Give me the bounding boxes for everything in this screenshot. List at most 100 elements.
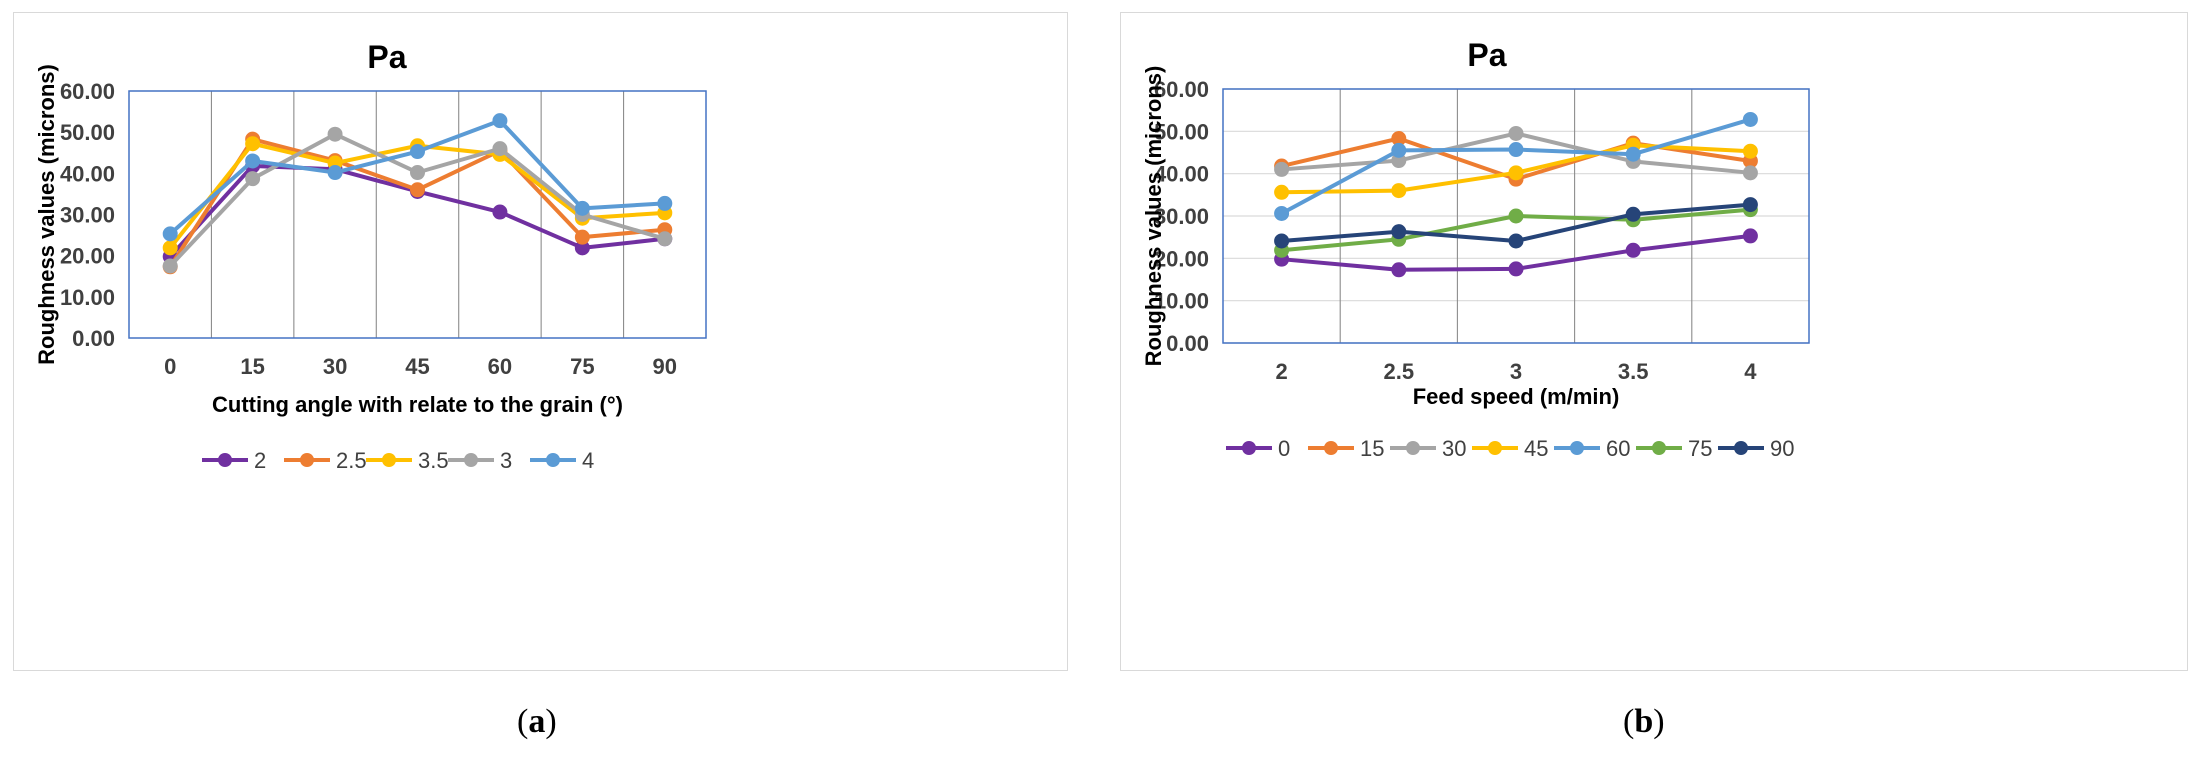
data-point bbox=[1391, 262, 1407, 278]
legend-marker bbox=[464, 453, 478, 467]
y-tick-label: 30.00 bbox=[1154, 204, 1209, 229]
y-axis-label: Roughness values (microns) bbox=[1141, 66, 1166, 367]
data-point bbox=[1274, 233, 1290, 249]
y-axis-label: Roughness values (microns) bbox=[34, 64, 59, 365]
y-tick-label: 50.00 bbox=[60, 120, 115, 145]
chart-panel-b: 0.00 10.00 20.00 30.00 40.00 50.00 60.00 2 2.5 3 3… bbox=[1120, 12, 2188, 671]
x-tick-label: 3.5 bbox=[1618, 359, 1649, 384]
legend-marker bbox=[1488, 441, 1502, 455]
x-tick-label: 75 bbox=[570, 354, 594, 379]
legend-label: 3 bbox=[500, 448, 512, 473]
legend-label: 0 bbox=[1278, 436, 1290, 461]
x-tick-label: 30 bbox=[323, 354, 347, 379]
x-tick-label: 2 bbox=[1275, 359, 1287, 384]
y-tick-label: 30.00 bbox=[60, 203, 115, 228]
y-tick-label: 50.00 bbox=[1154, 119, 1209, 144]
data-point bbox=[492, 141, 508, 157]
data-point bbox=[657, 195, 673, 211]
y-tick-label: 40.00 bbox=[1154, 162, 1209, 187]
y-tick-label: 20.00 bbox=[1154, 246, 1209, 271]
x-tick-label: 2.5 bbox=[1384, 359, 1415, 384]
data-point bbox=[162, 240, 178, 256]
legend-marker bbox=[1242, 441, 1256, 455]
data-point bbox=[245, 136, 261, 152]
data-point bbox=[1742, 111, 1758, 127]
data-point bbox=[410, 182, 425, 198]
legend-marker bbox=[1734, 441, 1748, 455]
x-tick-label: 0 bbox=[164, 354, 176, 379]
chart-title: Pa bbox=[367, 39, 406, 75]
data-point bbox=[1625, 146, 1641, 162]
panel-label-b: (b) bbox=[1623, 703, 1665, 740]
legend-label: 15 bbox=[1360, 436, 1384, 461]
data-point bbox=[1274, 205, 1290, 221]
data-point bbox=[1508, 261, 1524, 277]
data-point bbox=[1508, 165, 1524, 181]
x-tick-label: 4 bbox=[1744, 359, 1757, 384]
data-point bbox=[492, 113, 508, 129]
data-point bbox=[1742, 197, 1758, 213]
data-point bbox=[327, 126, 343, 142]
plot-area-border bbox=[1222, 88, 1810, 344]
chart-panel-a: 0.00 10.00 20.00 30.00 40.00 50.00 60.00 0 15 30 4… bbox=[13, 12, 1068, 671]
legend-label: 2 bbox=[254, 448, 266, 473]
data-point bbox=[1274, 161, 1290, 177]
legend-marker bbox=[300, 453, 314, 467]
data-point bbox=[162, 226, 178, 242]
x-tick-label: 3 bbox=[1510, 359, 1522, 384]
data-point bbox=[1742, 228, 1758, 244]
data-point bbox=[410, 165, 425, 181]
y-tick-label: 0.00 bbox=[72, 326, 115, 351]
data-point bbox=[492, 204, 508, 220]
data-point bbox=[1625, 242, 1641, 258]
legend-label: 60 bbox=[1606, 436, 1630, 461]
legend-label: 45 bbox=[1524, 436, 1548, 461]
data-point bbox=[1742, 165, 1758, 181]
data-point bbox=[245, 153, 261, 169]
data-point bbox=[1508, 233, 1524, 249]
data-point bbox=[657, 231, 673, 247]
data-point bbox=[245, 171, 261, 187]
data-point bbox=[1391, 224, 1407, 240]
legend-label: 3.5 bbox=[418, 448, 449, 473]
x-tick-label: 15 bbox=[240, 354, 264, 379]
line-chart-a: 0.00 10.00 20.00 30.00 40.00 50.00 60.00 0 15 30 4… bbox=[34, 39, 707, 473]
x-axis-label: Feed speed (m/min) bbox=[1413, 384, 1620, 409]
data-point bbox=[1742, 143, 1758, 159]
legend-label: 2.5 bbox=[336, 448, 367, 473]
legend-marker bbox=[1570, 441, 1584, 455]
plot-area-border bbox=[128, 90, 707, 339]
y-tick-label: 10.00 bbox=[60, 285, 115, 310]
y-tick-label: 10.00 bbox=[1154, 289, 1209, 314]
data-point bbox=[1391, 183, 1407, 199]
data-point bbox=[327, 165, 343, 181]
legend-label: 30 bbox=[1442, 436, 1466, 461]
panel-label-a: (a) bbox=[517, 703, 557, 740]
y-tick-label: 60.00 bbox=[60, 79, 115, 104]
data-point bbox=[1391, 142, 1407, 158]
x-tick-label: 90 bbox=[653, 354, 677, 379]
x-tick-label: 60 bbox=[488, 354, 512, 379]
data-point bbox=[1625, 206, 1641, 222]
chart-title: Pa bbox=[1467, 37, 1506, 73]
y-tick-label: 40.00 bbox=[60, 161, 115, 186]
y-tick-label: 20.00 bbox=[60, 244, 115, 269]
legend-marker bbox=[1652, 441, 1666, 455]
y-tick-label: 0.00 bbox=[1166, 331, 1209, 356]
data-point bbox=[574, 229, 590, 245]
legend-marker bbox=[1406, 441, 1420, 455]
legend-marker bbox=[546, 453, 560, 467]
x-axis-label: Cutting angle with relate to the grain (… bbox=[212, 392, 623, 417]
legend-label: 90 bbox=[1770, 436, 1794, 461]
legend-label: 75 bbox=[1688, 436, 1712, 461]
line-chart-b: 0.00 10.00 20.00 30.00 40.00 50.00 60.00 2 2.5 3 3… bbox=[1141, 37, 1810, 461]
data-point bbox=[1508, 208, 1524, 224]
legend-marker bbox=[218, 453, 232, 467]
legend-label: 4 bbox=[582, 448, 594, 473]
x-tick-label: 45 bbox=[405, 354, 429, 379]
legend-marker bbox=[382, 453, 396, 467]
data-point bbox=[1508, 142, 1524, 158]
data-point bbox=[574, 200, 590, 216]
data-point bbox=[410, 144, 425, 160]
data-point bbox=[1508, 125, 1524, 141]
